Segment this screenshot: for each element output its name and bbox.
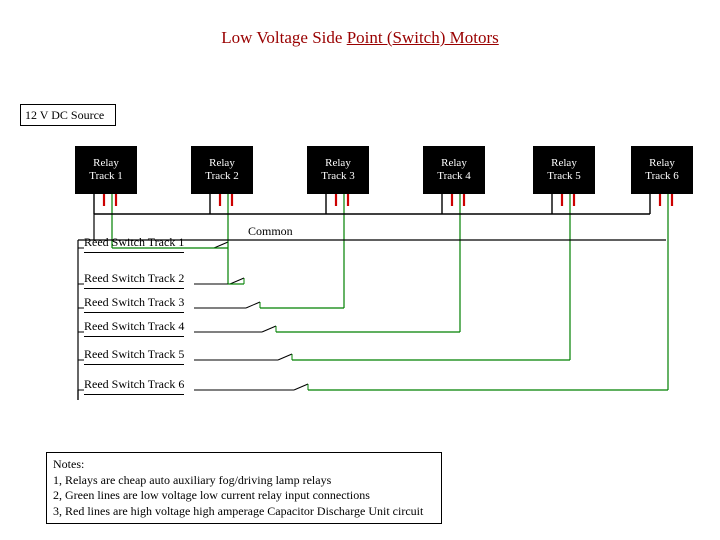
relay-box-3: RelayTrack 3 — [307, 146, 369, 194]
relay-label-line1: Relay — [209, 157, 235, 170]
relay-label-line2: Track 1 — [89, 170, 123, 183]
title-underlined: Point (Switch) Motors — [347, 28, 499, 47]
relay-box-4: RelayTrack 4 — [423, 146, 485, 194]
common-label: Common — [248, 224, 293, 239]
reed-switch-label: Reed Switch Track 5 — [84, 347, 184, 365]
page-title: Low Voltage Side Point (Switch) Motors — [0, 28, 720, 48]
relay-label-line1: Relay — [93, 157, 119, 170]
relay-label-line1: Relay — [649, 157, 675, 170]
reed-switch-row-3: Reed Switch Track 3 — [84, 294, 184, 314]
notes-title: Notes: — [53, 457, 435, 473]
reed-switch-row-4: Reed Switch Track 4 — [84, 318, 184, 338]
reed-switch-label: Reed Switch Track 2 — [84, 271, 184, 289]
notes-box: Notes: 1, Relays are cheap auto auxiliar… — [46, 452, 442, 524]
dc-source-box: 12 V DC Source — [20, 104, 116, 126]
reed-switch-label: Reed Switch Track 3 — [84, 295, 184, 313]
reed-switch-row-6: Reed Switch Track 6 — [84, 376, 184, 396]
notes-item: 1, Relays are cheap auto auxiliary fog/d… — [53, 473, 435, 489]
relay-label-line1: Relay — [325, 157, 351, 170]
relay-label-line2: Track 6 — [645, 170, 679, 183]
reed-switch-row-2: Reed Switch Track 2 — [84, 270, 184, 290]
title-prefix: Low Voltage Side — [221, 28, 346, 47]
reed-switch-label: Reed Switch Track 4 — [84, 319, 184, 337]
reed-switch-row-1: Reed Switch Track 1 — [84, 234, 184, 254]
relay-label-line2: Track 3 — [321, 170, 355, 183]
relay-label-line1: Relay — [441, 157, 467, 170]
dc-source-label: 12 V DC Source — [25, 108, 104, 123]
relay-label-line2: Track 2 — [205, 170, 239, 183]
notes-item: 3, Red lines are high voltage high amper… — [53, 504, 435, 520]
relay-label-line2: Track 5 — [547, 170, 581, 183]
relay-label-line2: Track 4 — [437, 170, 471, 183]
reed-switch-row-5: Reed Switch Track 5 — [84, 346, 184, 366]
reed-switch-label: Reed Switch Track 6 — [84, 377, 184, 395]
relay-box-2: RelayTrack 2 — [191, 146, 253, 194]
relay-label-line1: Relay — [551, 157, 577, 170]
relay-box-5: RelayTrack 5 — [533, 146, 595, 194]
notes-item: 2, Green lines are low voltage low curre… — [53, 488, 435, 504]
relay-box-6: RelayTrack 6 — [631, 146, 693, 194]
reed-switch-label: Reed Switch Track 1 — [84, 235, 184, 253]
relay-box-1: RelayTrack 1 — [75, 146, 137, 194]
